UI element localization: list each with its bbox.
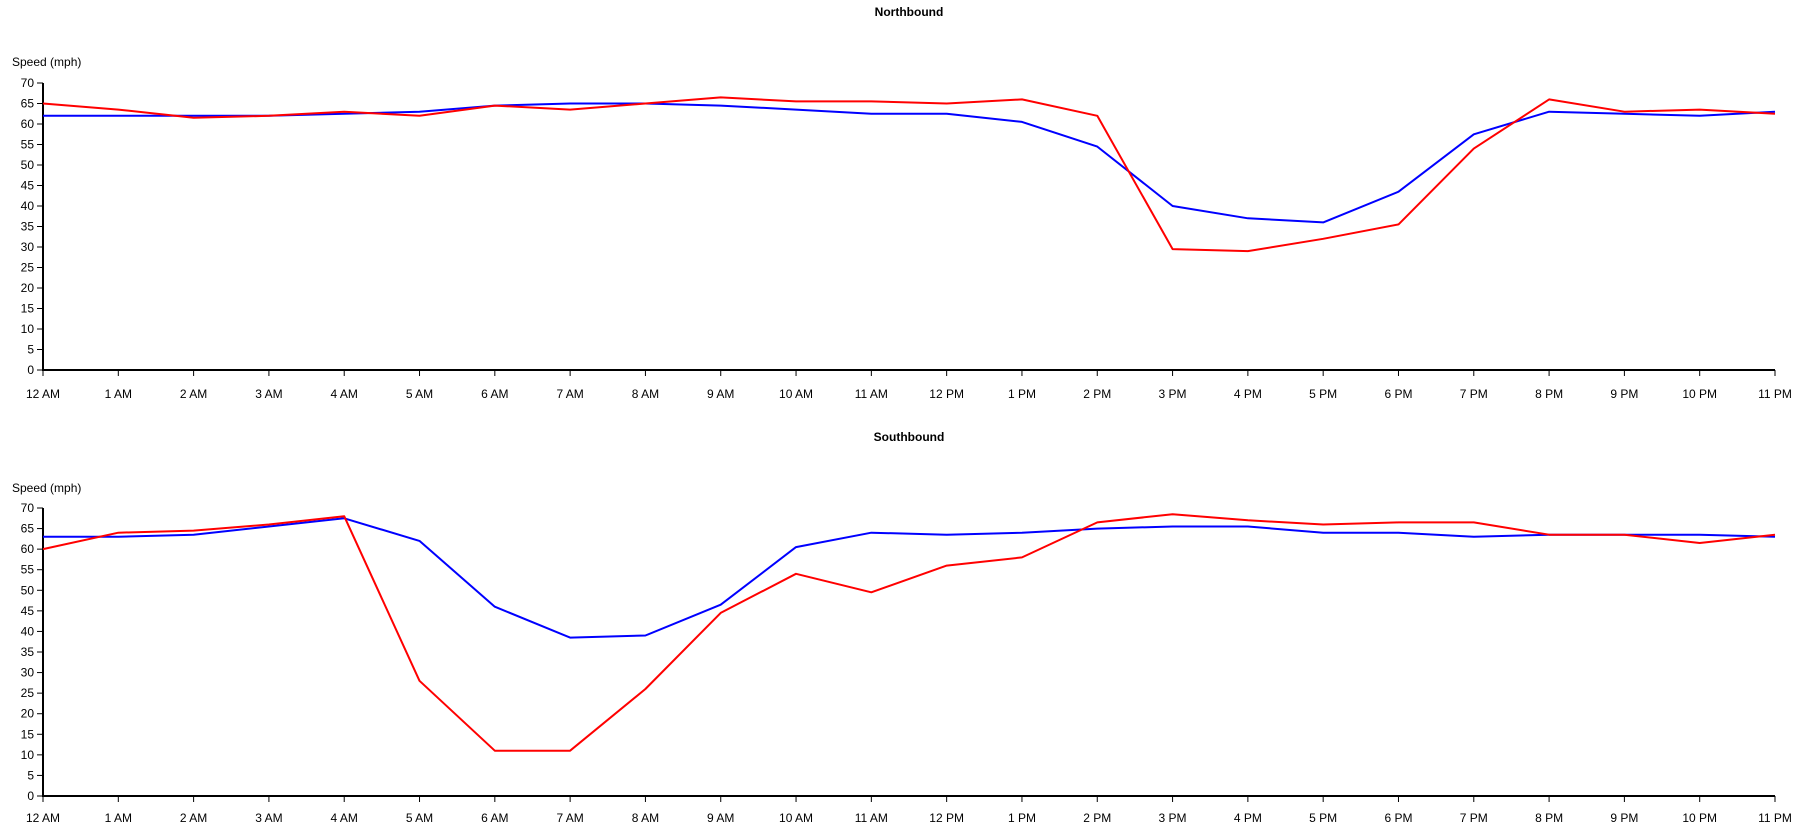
y-tick-label: 15 <box>21 727 35 741</box>
y-tick-label: 60 <box>21 117 35 131</box>
x-tick-label: 1 AM <box>105 811 132 825</box>
y-tick-label: 55 <box>21 563 35 577</box>
x-tick-label: 2 AM <box>180 811 207 825</box>
x-tick-label: 6 AM <box>481 811 508 825</box>
y-tick-label: 20 <box>21 281 35 295</box>
y-tick-label: 0 <box>27 789 34 803</box>
x-tick-label: 12 AM <box>26 811 60 825</box>
red-series-line <box>42 513 1776 752</box>
x-tick-label: 7 AM <box>556 387 583 401</box>
x-tick-label: 3 AM <box>255 811 282 825</box>
x-tick-label: 2 PM <box>1083 387 1111 401</box>
x-tick-label: 9 PM <box>1610 387 1638 401</box>
x-tick-label: 12 PM <box>929 387 964 401</box>
y-tick-label: 25 <box>21 261 35 275</box>
y-tick-label: 0 <box>27 363 34 377</box>
y-axis-label: Speed (mph) <box>12 55 81 69</box>
x-tick-label: 9 AM <box>707 811 734 825</box>
x-tick-label: 4 AM <box>331 387 358 401</box>
x-tick-label: 8 AM <box>632 811 659 825</box>
southbound-chart: Southbound Speed (mph) 0 5 10 15 20 25 30 35 40 45 5… <box>12 430 1792 825</box>
x-tick-label: 1 PM <box>1008 811 1036 825</box>
x-tick-label: 6 PM <box>1384 811 1412 825</box>
x-tick-label: 10 AM <box>779 387 813 401</box>
x-tick-label: 8 AM <box>632 387 659 401</box>
red-series-line <box>42 96 1776 253</box>
x-tick-label: 10 AM <box>779 811 813 825</box>
x-tick-label: 5 AM <box>406 811 433 825</box>
x-tick-label: 12 PM <box>929 811 964 825</box>
y-tick-label: 10 <box>21 748 35 762</box>
x-tick-label: 3 PM <box>1159 811 1187 825</box>
y-tick-label: 45 <box>21 179 35 193</box>
y-tick-label: 50 <box>21 583 35 597</box>
x-tick-label: 2 PM <box>1083 811 1111 825</box>
x-tick-label: 1 PM <box>1008 387 1036 401</box>
x-tick-label: 10 PM <box>1682 387 1717 401</box>
y-tick-label: 35 <box>21 645 35 659</box>
x-tick-label: 4 AM <box>331 811 358 825</box>
x-tick-label: 7 AM <box>556 811 583 825</box>
y-tick-label: 65 <box>21 97 35 111</box>
y-tick-label: 45 <box>21 604 35 618</box>
x-tick-label: 7 PM <box>1460 387 1488 401</box>
y-tick-label: 25 <box>21 686 35 700</box>
y-tick-label: 50 <box>21 158 35 172</box>
y-tick-label: 15 <box>21 302 35 316</box>
x-tick-label: 1 AM <box>105 387 132 401</box>
chart-title: Southbound <box>874 430 945 444</box>
x-tick-label: 6 AM <box>481 387 508 401</box>
x-tick-label: 12 AM <box>26 387 60 401</box>
x-tick-label: 3 PM <box>1159 387 1187 401</box>
x-tick-label: 5 PM <box>1309 811 1337 825</box>
y-tick-label: 10 <box>21 322 35 336</box>
x-tick-label: 8 PM <box>1535 811 1563 825</box>
x-tick-label: 11 PM <box>1758 387 1792 401</box>
y-tick-label: 35 <box>21 220 35 234</box>
x-tick-label: 2 AM <box>180 387 207 401</box>
x-tick-label: 5 AM <box>406 387 433 401</box>
x-tick-label: 11 AM <box>855 387 888 401</box>
y-tick-label: 40 <box>21 624 35 638</box>
y-tick-label: 30 <box>21 666 35 680</box>
x-tick-label: 6 PM <box>1384 387 1412 401</box>
y-tick-label: 70 <box>21 76 35 90</box>
chart-title: Northbound <box>875 5 944 19</box>
y-tick-label: 5 <box>27 768 34 782</box>
y-tick-label: 5 <box>27 343 34 357</box>
blue-series-line <box>43 102 1776 224</box>
x-tick-label: 10 PM <box>1682 811 1717 825</box>
x-tick-label: 7 PM <box>1460 811 1488 825</box>
x-tick-label: 9 PM <box>1610 811 1638 825</box>
x-tick-label: 5 PM <box>1309 387 1337 401</box>
x-tick-label: 3 AM <box>255 387 282 401</box>
y-tick-label: 60 <box>21 542 35 556</box>
x-tick-label: 4 PM <box>1234 811 1262 825</box>
x-tick-label: 9 AM <box>707 387 734 401</box>
y-tick-label: 65 <box>21 522 35 536</box>
y-tick-label: 20 <box>21 707 35 721</box>
x-tick-label: 11 AM <box>855 811 888 825</box>
y-tick-label: 70 <box>21 501 35 515</box>
blue-series-line <box>43 517 1776 639</box>
y-tick-label: 40 <box>21 199 35 213</box>
y-tick-label: 55 <box>21 138 35 152</box>
x-tick-label: 8 PM <box>1535 387 1563 401</box>
northbound-chart: Northbound Speed (mph) 0 5 10 15 20 25 30 35 40 45 5… <box>12 5 1792 401</box>
x-tick-label: 4 PM <box>1234 387 1262 401</box>
y-axis-label: Speed (mph) <box>12 481 81 495</box>
x-tick-label: 11 PM <box>1758 811 1792 825</box>
y-tick-label: 30 <box>21 240 35 254</box>
